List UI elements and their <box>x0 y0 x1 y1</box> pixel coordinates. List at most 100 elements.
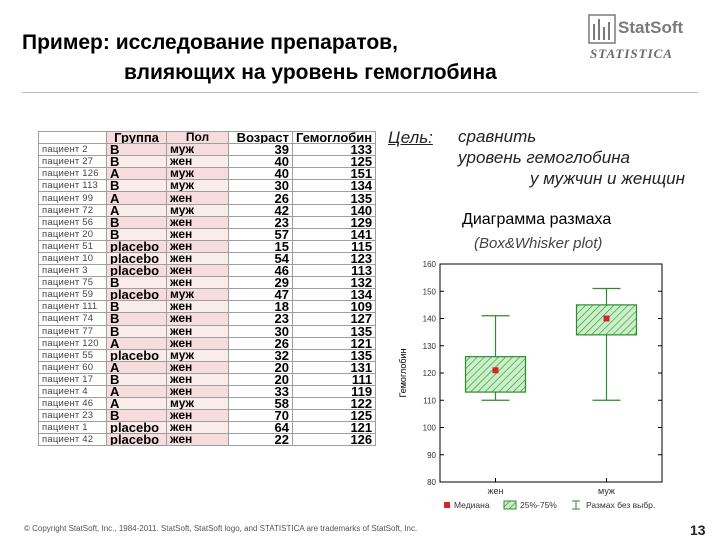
table-cell: 32 <box>228 348 293 362</box>
row-label-cell: пациент 51 <box>38 239 107 253</box>
median-marker <box>492 367 499 374</box>
table-cell: жен <box>166 239 229 253</box>
row-label-cell: пациент 60 <box>38 360 107 374</box>
table-cell: 54 <box>228 251 293 266</box>
table-cell: жен <box>166 312 229 326</box>
table-header-corner <box>38 130 107 145</box>
table-header-cell: Возраст <box>228 130 293 145</box>
x-tick-label: муж <box>598 486 615 496</box>
row-label-cell: пациент 20 <box>38 227 107 241</box>
table-cell: A <box>106 191 167 205</box>
row-label-cell: пациент 75 <box>38 276 107 290</box>
table-cell: муж <box>166 143 229 157</box>
table-cell: жен <box>166 215 229 229</box>
table-cell: 40 <box>228 167 293 181</box>
row-label-cell: пациент 4 <box>38 384 107 399</box>
table-cell: 126 <box>291 433 377 447</box>
table-cell: 121 <box>291 421 377 435</box>
table-cell: 127 <box>291 312 377 326</box>
table-cell: 109 <box>291 300 377 314</box>
legend-box-swatch <box>503 500 517 510</box>
row-label-cell: пациент 10 <box>38 251 107 266</box>
median-marker <box>603 315 610 322</box>
table-cell: B <box>106 227 167 241</box>
table-cell: муж <box>166 288 229 302</box>
table-cell: 140 <box>291 203 377 217</box>
legend-box-label: 25%-75% <box>520 500 557 510</box>
table-cell: A <box>106 167 167 181</box>
table-cell: 42 <box>228 203 293 217</box>
table-row: пациент 1 placebo жен 64 121 <box>38 421 377 435</box>
table-cell: placebo <box>106 288 167 302</box>
table-cell: placebo <box>106 251 167 266</box>
table-cell: 141 <box>291 227 377 241</box>
statsoft-logo-icon <box>588 14 616 44</box>
table-header-cell: Группа <box>106 130 167 145</box>
table-cell: 57 <box>228 227 293 241</box>
row-label-cell: пациент 77 <box>38 324 107 338</box>
table-cell: 133 <box>291 143 377 157</box>
logo-product-text: STATISTICA <box>590 46 673 61</box>
table-cell: 129 <box>291 215 377 229</box>
title-divider <box>22 92 698 93</box>
table-cell: 39 <box>228 143 293 157</box>
table-cell: муж <box>166 348 229 362</box>
table-row: пациент 10 placebo жен 54 123 <box>38 251 377 266</box>
table-cell: 40 <box>228 155 293 169</box>
table-cell: 151 <box>291 167 377 181</box>
legend-whisker-label: Размах без выбр. <box>586 500 655 510</box>
table-cell: жен <box>166 300 229 314</box>
table-cell: 121 <box>291 336 377 350</box>
table-cell: 135 <box>291 348 377 362</box>
table-cell: жен <box>166 251 229 266</box>
row-label-cell: пациент 17 <box>38 372 107 386</box>
y-tick-label: 130 <box>423 342 437 351</box>
y-tick-label: 120 <box>423 369 437 378</box>
table-cell: жен <box>166 324 229 338</box>
table-cell: 47 <box>228 288 293 302</box>
table-cell: placebo <box>106 264 167 278</box>
goal-text: сравнить уровень гемоглобина у мужчин и … <box>458 126 685 189</box>
table-cell: жен <box>166 336 229 350</box>
table-cell: B <box>106 215 167 229</box>
table-cell: 113 <box>291 264 377 278</box>
table-cell: 64 <box>228 421 293 435</box>
table-cell: жен <box>166 409 229 423</box>
table-row: пациент 51 placebo жен 15 115 <box>38 239 377 253</box>
table-row: пациент 42 placebo жен 22 126 <box>38 433 377 447</box>
goal-line-3: у мужчин и женщин <box>530 169 685 188</box>
row-label-cell: пациент 74 <box>38 312 107 326</box>
table-cell: B <box>106 276 167 290</box>
table-row: пациент 3 placebo жен 46 113 <box>38 264 377 278</box>
table-cell: 29 <box>228 276 293 290</box>
table-cell: жен <box>166 276 229 290</box>
row-label-cell: пациент 27 <box>38 155 107 169</box>
table-cell: 115 <box>291 239 377 253</box>
table-cell: 125 <box>291 155 377 169</box>
table-cell: placebo <box>106 239 167 253</box>
table-cell: 20 <box>228 360 293 374</box>
row-label-cell: пациент 46 <box>38 397 107 411</box>
table-cell: B <box>106 143 167 157</box>
table-header-cell: Гемоглобин <box>291 130 377 145</box>
row-label-cell: пациент 42 <box>38 433 107 447</box>
logo-brand-text: StatSoft <box>618 18 684 37</box>
slide-title: Пример: исследование препаратов, влияющи… <box>22 28 497 88</box>
table-cell: B <box>106 155 167 169</box>
row-label-cell: пациент 113 <box>38 179 107 193</box>
goal-label: Цель: <box>388 128 433 147</box>
row-label-cell: пациент 3 <box>38 264 107 278</box>
row-label-cell: пациент 55 <box>38 348 107 362</box>
row-label-cell: пациент 59 <box>38 288 107 302</box>
table-cell: 46 <box>228 264 293 278</box>
copyright-footer: © Copyright StatSoft, Inc., 1984-2011. S… <box>24 524 418 533</box>
table-cell: муж <box>166 167 229 181</box>
